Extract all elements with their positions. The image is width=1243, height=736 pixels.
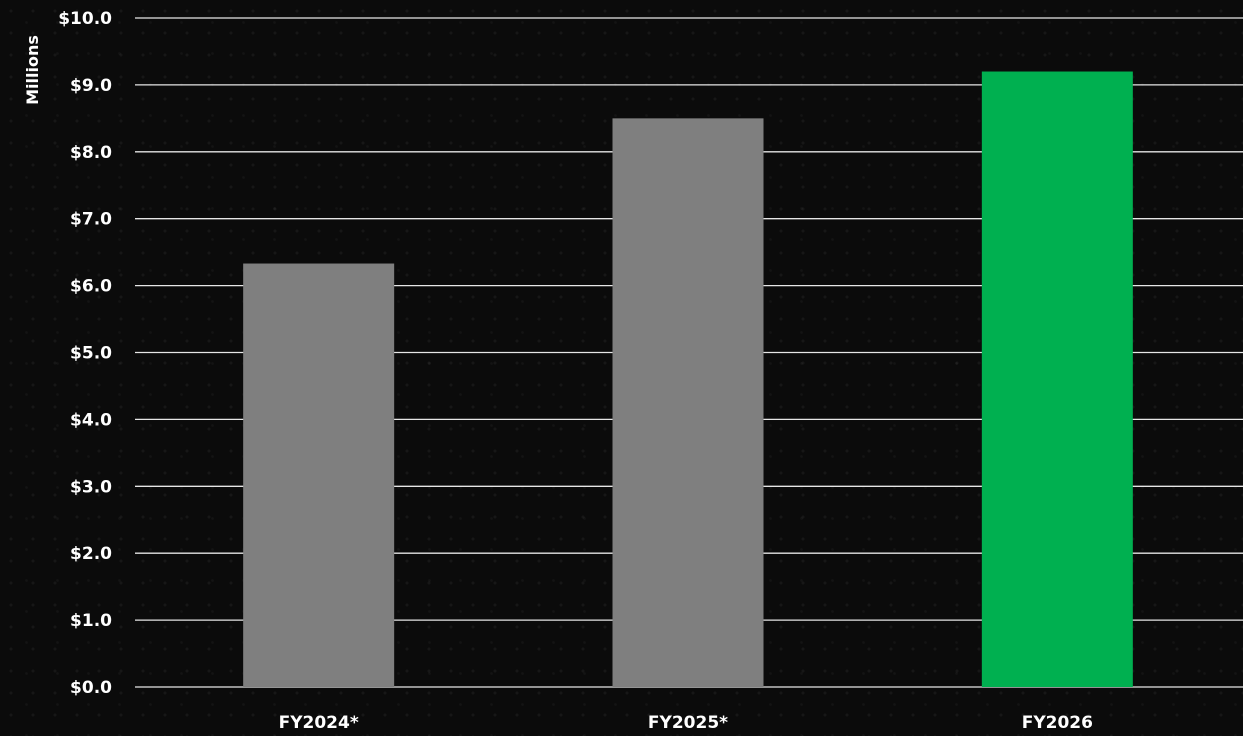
x-category-label: FY2024* xyxy=(279,713,359,733)
y-axis-title: Millions xyxy=(23,35,42,105)
y-tick-label: $1.0 xyxy=(70,611,112,631)
y-tick-label: $6.0 xyxy=(70,277,112,297)
y-tick-label: $8.0 xyxy=(70,143,112,163)
y-axis-tick-labels: $0.0 $1.0 $2.0 $3.0 $4.0 $5.0 $6.0 $7.0 $8.0 $9.0… xyxy=(58,9,112,698)
x-axis-category-labels: FY2024* FY2025* FY2026 xyxy=(279,713,1093,733)
y-tick-label: $0.0 xyxy=(70,678,112,698)
y-tick-label: $3.0 xyxy=(70,477,112,497)
x-category-label: FY2025* xyxy=(648,713,728,733)
bar-fy2025 xyxy=(612,118,764,688)
x-category-label: FY2026 xyxy=(1022,713,1093,733)
y-tick-label: $2.0 xyxy=(70,544,112,564)
y-tick-label: $5.0 xyxy=(70,344,112,364)
bars xyxy=(243,71,1133,688)
y-tick-label: $4.0 xyxy=(70,410,112,430)
bar-fy2026 xyxy=(981,71,1133,687)
bar-fy2024 xyxy=(243,263,395,687)
y-tick-label: $9.0 xyxy=(70,76,112,96)
y-tick-label: $10.0 xyxy=(58,9,112,29)
y-tick-label: $7.0 xyxy=(70,210,112,230)
